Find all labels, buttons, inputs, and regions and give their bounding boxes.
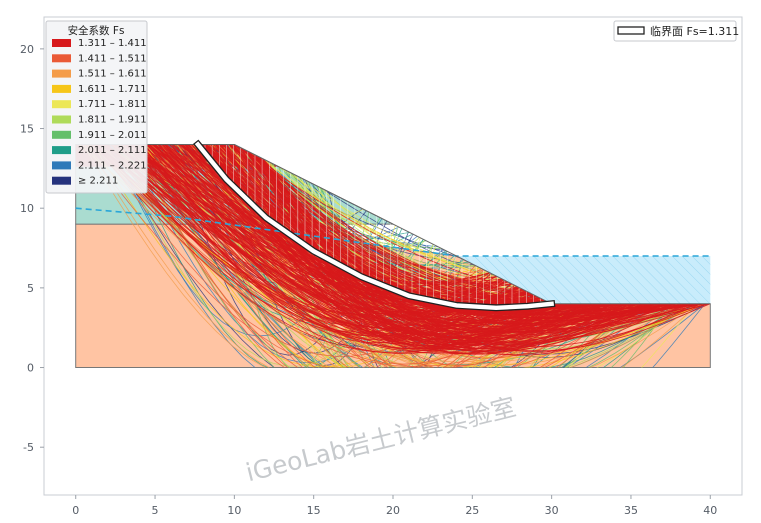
water-table-line — [75, 207, 711, 257]
trial-surface — [201, 144, 676, 332]
y-tick-label: 15 — [20, 123, 34, 136]
fs-legend-swatch — [52, 84, 71, 93]
trial-surface — [211, 144, 588, 368]
trial-surface — [193, 144, 694, 368]
trial-surface — [216, 144, 667, 340]
trial-surface — [240, 147, 491, 306]
fs-legend-swatch — [52, 161, 71, 170]
fs-legend-label: 1.511 – 1.611 — [78, 69, 147, 80]
trial-surface — [120, 144, 576, 349]
ground-surface-line — [75, 144, 711, 305]
fs-legend-title: 安全系数 Fs — [68, 24, 125, 37]
x-tick-label: 10 — [227, 504, 241, 517]
trial-surface — [156, 144, 559, 368]
trial-surface — [129, 144, 535, 368]
fs-legend-label: 2.011 – 2.111 — [78, 145, 147, 156]
x-tick-label: 15 — [307, 504, 321, 517]
fs-legend-swatch — [52, 100, 71, 109]
fs-legend-label: ≥ 2.211 — [78, 176, 118, 187]
trial-surface — [254, 154, 689, 326]
fs-legend-box — [45, 20, 148, 194]
x-tick-label: 40 — [703, 504, 717, 517]
critical-legend-box — [613, 20, 737, 42]
fs-legend-label: 1.611 – 1.711 — [78, 84, 147, 95]
trial-surface — [246, 150, 677, 356]
fs-legend-swatch — [52, 176, 71, 185]
y-tick-label: 20 — [20, 43, 34, 56]
trial-surface — [122, 144, 674, 354]
critical-legend: 临界面 Fs=1.311 — [613, 20, 739, 42]
trial-surface — [243, 149, 598, 346]
y-tick-label: -5 — [23, 441, 34, 454]
x-tick-label: 25 — [465, 504, 479, 517]
trial-surface — [149, 144, 595, 349]
y-axis: -5 0 5 10 15 20 — [20, 43, 44, 454]
fs-legend-label: 1.311 – 1.411 — [78, 38, 147, 49]
x-tick-label: 5 — [152, 504, 159, 517]
fs-legend-label: 1.911 – 2.011 — [78, 130, 147, 141]
trial-surface — [203, 144, 567, 347]
x-tick-label: 20 — [386, 504, 400, 517]
trial-surface — [92, 144, 541, 329]
fs-legend-swatch — [52, 69, 71, 78]
trial-surface — [195, 144, 624, 309]
x-tick-label: 30 — [545, 504, 559, 517]
y-tick-label: 0 — [27, 362, 34, 375]
trial-surface — [119, 144, 545, 368]
fs-legend-label: 1.811 – 1.911 — [78, 115, 147, 126]
trial-surface — [162, 144, 577, 335]
slices — [204, 144, 549, 308]
trial-surface — [263, 159, 483, 270]
critical-legend-swatch — [617, 26, 645, 35]
trial-surface — [133, 144, 639, 368]
x-tick-label: 35 — [624, 504, 638, 517]
fs-legend-swatch — [52, 146, 71, 155]
fs-legend-label: 2.111 – 2.221 — [78, 160, 147, 171]
critical-legend-label: 临界面 Fs=1.311 — [650, 24, 739, 38]
fs-legend-swatch — [52, 54, 71, 63]
fs-legend: 安全系数 Fs 1.311 – 1.411 1.411 – 1.511 1.511 … — [45, 20, 148, 194]
fs-legend-label: 1.411 – 1.511 — [78, 53, 147, 64]
fs-legend-swatch — [52, 115, 71, 124]
trial-surface — [131, 144, 593, 322]
pond-water-hatch — [456, 256, 711, 304]
trial-surface — [135, 144, 611, 368]
fs-legend-label: 1.711 – 1.811 — [78, 99, 147, 110]
trial-surface — [91, 144, 541, 313]
trial-surface — [159, 144, 518, 368]
trial-surface — [134, 144, 491, 326]
fs-legend-swatch — [52, 39, 71, 47]
y-tick-label: 5 — [27, 282, 34, 295]
y-tick-label: 10 — [20, 202, 34, 215]
trial-surface — [131, 144, 499, 284]
x-axis: 0 5 10 15 20 25 30 35 40 — [72, 495, 717, 517]
fs-legend-swatch — [52, 130, 71, 139]
trial-surface — [205, 144, 691, 344]
x-tick-label: 0 — [72, 504, 79, 517]
trial-surface — [125, 144, 693, 319]
trial-surface — [102, 144, 629, 345]
trial-surface — [133, 144, 576, 335]
critical-slip-surface-inner — [194, 141, 555, 311]
